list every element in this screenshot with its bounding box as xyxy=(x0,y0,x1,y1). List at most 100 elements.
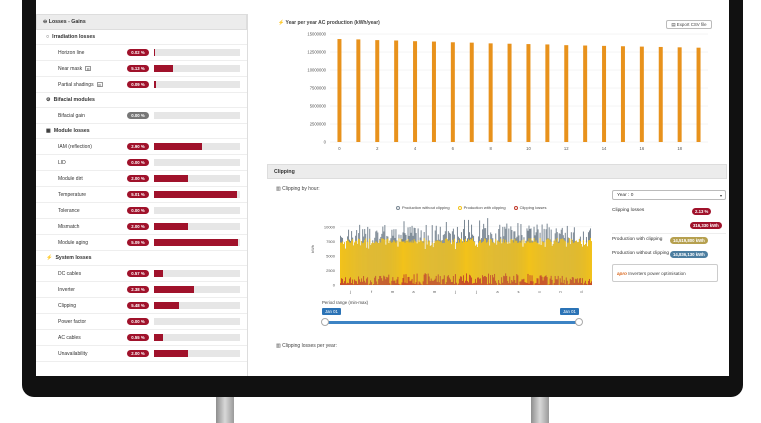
production-with-clipping-bar xyxy=(494,243,496,285)
clipping-loss-bar xyxy=(439,276,441,285)
clipping-loss-bar xyxy=(397,276,399,285)
clipping-loss-bar xyxy=(378,279,380,285)
production-with-clipping-bar xyxy=(532,242,534,285)
loss-label: Mismatch xyxy=(58,223,80,230)
legend-item[interactable]: Production with clipping xyxy=(457,205,506,210)
production-bar xyxy=(620,46,625,142)
production-with-clipping-bar xyxy=(573,242,575,285)
chart-icon[interactable]: ▥ xyxy=(96,82,103,87)
production-bar xyxy=(677,47,682,142)
range-end-handle[interactable] xyxy=(575,318,583,326)
y-tick-label: 15000000 xyxy=(307,32,326,37)
clipping-loss-bar xyxy=(523,278,525,285)
production-with-clipping-bar xyxy=(452,241,454,285)
loss-row: Clipping 5.48 % xyxy=(36,298,247,314)
production-with-clipping-bar xyxy=(554,239,556,285)
clipping-loss-bar xyxy=(461,280,463,285)
production-with-clipping-bar xyxy=(419,240,421,285)
production-with-clipping-bar xyxy=(503,238,505,285)
clipping-loss-bar xyxy=(565,277,567,285)
clipping-loss-bar xyxy=(380,275,382,285)
loss-value-badge: 5.48 % xyxy=(127,302,149,309)
clipping-loss-bar xyxy=(459,276,461,285)
clipping-loss-bar xyxy=(576,278,578,285)
period-range-slider[interactable] xyxy=(324,321,580,324)
clipping-loss-bar xyxy=(528,283,530,285)
production-with-clipping-bar xyxy=(449,242,451,285)
clipping-loss-bar xyxy=(428,276,430,285)
clipping-loss-bar xyxy=(401,282,403,285)
legend-item[interactable]: Production without clipping xyxy=(396,205,450,210)
production-with-clipping-bar xyxy=(416,243,418,285)
month-tick-label: o xyxy=(538,289,541,294)
losses-panel: ⊖ Losses - Gains ○ Irradiation losses Hori… xyxy=(36,14,248,376)
production-with-clipping-bar xyxy=(523,239,525,285)
production-with-clipping-bar xyxy=(464,238,466,285)
production-bar xyxy=(583,45,588,142)
production-chart-title: ⚡ Year per year AC production (kWh/year) xyxy=(278,20,380,26)
clipping-loss-bar xyxy=(363,276,365,285)
loss-bar-track xyxy=(154,191,240,198)
loss-bar-track xyxy=(154,239,240,246)
clipping-losses-label: Clipping losses xyxy=(612,208,645,213)
legend-item[interactable]: Clipping losses xyxy=(513,205,547,210)
production-with-clipping-bar xyxy=(437,240,439,285)
clipping-loss-bar xyxy=(348,283,350,285)
x-tick-label: 2 xyxy=(376,146,379,151)
clipping-loss-bar xyxy=(541,276,543,285)
clipping-loss-bar xyxy=(507,280,509,285)
loss-label: Horizon line xyxy=(58,49,85,56)
production-with-clipping-bar xyxy=(402,241,404,285)
loss-bar-track xyxy=(154,270,240,277)
clipping-loss-bar xyxy=(462,275,464,285)
production-with-clipping-bar xyxy=(474,241,476,285)
production-with-clipping-bar xyxy=(513,242,515,285)
clipping-loss-bar xyxy=(473,283,475,285)
clipping-loss-bar xyxy=(361,278,363,285)
apro-optimisation-button[interactable]: apro Inverters power optimisation xyxy=(612,264,718,282)
clipping-loss-bar xyxy=(347,282,349,285)
production-with-clipping-bar xyxy=(590,241,592,285)
clipping-loss-bar xyxy=(513,275,515,285)
production-with-clipping-bar xyxy=(435,241,437,285)
production-with-clipping-bar xyxy=(518,242,520,285)
production-with-clipping-bar xyxy=(410,242,412,285)
production-with-clipping-bar xyxy=(428,240,430,285)
production-with-clipping-bar xyxy=(440,240,442,285)
loss-value-badge: 0.00 % xyxy=(127,207,149,214)
circle-icon: ○ xyxy=(46,33,50,40)
clipping-loss-bar xyxy=(424,273,426,285)
y-tick-label: 7500 xyxy=(326,239,336,244)
production-with-clipping-bar xyxy=(544,246,546,285)
range-start-handle[interactable] xyxy=(321,318,329,326)
year-select[interactable]: Year : 0 ▾ xyxy=(612,190,726,200)
production-with-clipping-bar xyxy=(546,238,548,285)
clipping-loss-bar xyxy=(435,275,437,285)
losses-panel-header[interactable]: ⊖ Losses - Gains xyxy=(36,14,247,30)
clipping-loss-bar xyxy=(420,283,422,285)
clipping-loss-bar xyxy=(549,278,551,285)
clipping-loss-bar xyxy=(578,278,580,285)
export-csv-button[interactable]: ▤ Export CSV file xyxy=(666,20,712,29)
collapse-icon[interactable]: ⊖ xyxy=(43,19,49,25)
clipping-loss-bar xyxy=(519,281,521,285)
clipping-loss-bar xyxy=(551,279,553,285)
production-with-clipping-bar xyxy=(489,245,491,285)
loss-value-badge: 2.00 % xyxy=(127,175,149,182)
production-with-clipping-bar xyxy=(383,238,385,285)
clipping-loss-bar xyxy=(394,280,396,285)
production-with-clipping-bar xyxy=(367,241,369,285)
production-with-clipping-bar xyxy=(374,243,376,285)
clipping-loss-bar xyxy=(554,276,556,285)
production-with-clipping-bar xyxy=(389,240,391,285)
production-with-clipping-bar xyxy=(342,241,344,285)
without-clipping-badge: 14,836,130 kWh xyxy=(670,251,708,258)
production-with-clipping-bar xyxy=(432,247,434,285)
clipping-loss-bar xyxy=(445,282,447,285)
loss-row: Mismatch 2.00 % xyxy=(36,219,247,235)
production-with-clipping-bar xyxy=(472,237,474,285)
production-with-clipping-bar xyxy=(353,245,355,285)
production-with-clipping-bar xyxy=(371,243,373,285)
chart-icon[interactable]: ▥ xyxy=(85,66,92,71)
clipping-loss-bar xyxy=(448,277,450,285)
